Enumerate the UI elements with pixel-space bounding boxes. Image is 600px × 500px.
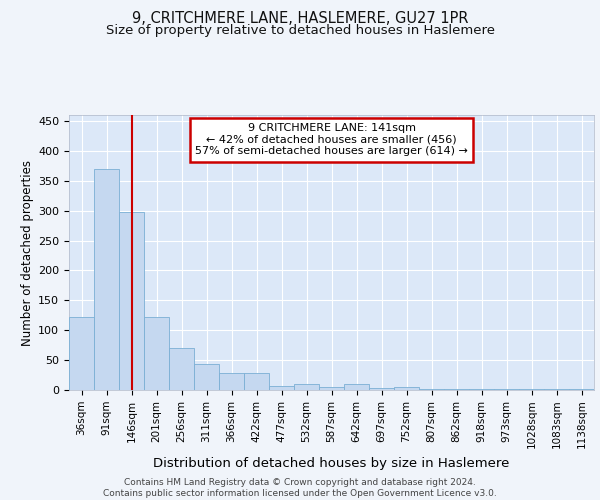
Bar [469,389,494,390]
Bar [69,317,94,390]
Text: 9 CRITCHMERE LANE: 141sqm
← 42% of detached houses are smaller (456)
57% of semi: 9 CRITCHMERE LANE: 141sqm ← 42% of detac… [195,123,468,156]
Bar [394,387,419,390]
Bar [419,389,444,390]
Text: 9, CRITCHMERE LANE, HASLEMERE, GU27 1PR: 9, CRITCHMERE LANE, HASLEMERE, GU27 1PR [132,11,468,26]
Bar [194,364,219,390]
Bar [219,374,244,390]
Bar [94,169,119,390]
Bar [119,212,144,390]
Bar [244,374,269,390]
Bar [444,389,469,390]
Bar [369,388,394,390]
Bar [144,317,169,390]
Bar [319,387,344,390]
Y-axis label: Number of detached properties: Number of detached properties [21,160,34,346]
Bar [269,386,294,390]
Bar [294,384,319,390]
X-axis label: Distribution of detached houses by size in Haslemere: Distribution of detached houses by size … [154,457,509,470]
Text: Contains HM Land Registry data © Crown copyright and database right 2024.
Contai: Contains HM Land Registry data © Crown c… [103,478,497,498]
Bar [169,348,194,390]
Bar [344,384,369,390]
Text: Size of property relative to detached houses in Haslemere: Size of property relative to detached ho… [106,24,494,37]
